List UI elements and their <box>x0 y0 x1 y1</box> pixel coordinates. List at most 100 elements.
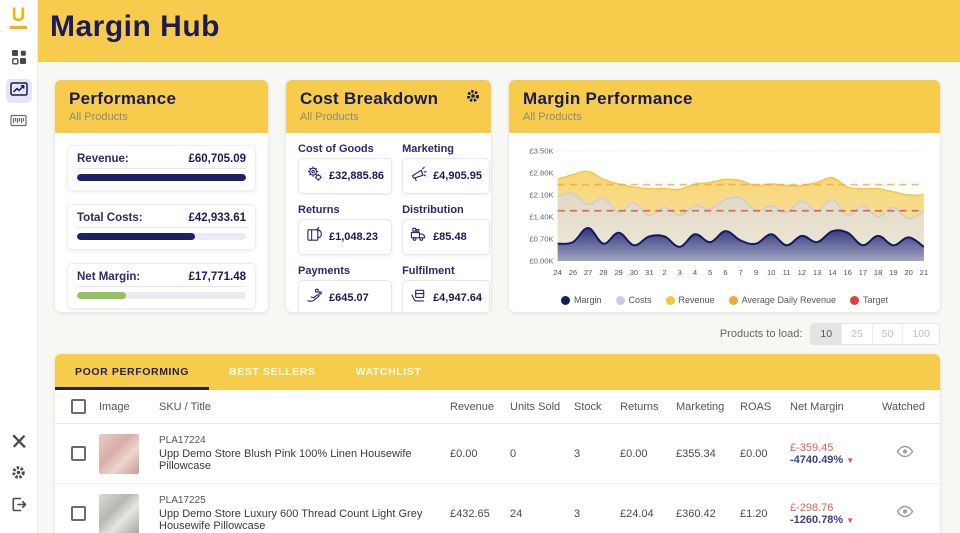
package-icon <box>410 287 427 309</box>
net-margin-percent[interactable]: -1260.78% ▼ <box>790 513 855 526</box>
column-header: Watched <box>882 400 926 413</box>
caret-down-icon: ▼ <box>846 455 855 465</box>
cell-stock: 3 <box>574 447 581 460</box>
cost-item: Cost of Goods £32,885.86 <box>298 143 393 194</box>
megaphone-icon <box>410 165 427 187</box>
svg-text:2: 2 <box>662 268 666 277</box>
svg-text:9: 9 <box>754 268 758 277</box>
product-tabs: POOR PERFORMING BEST SELLERS WATCHLIST <box>55 354 940 390</box>
product-image <box>99 433 139 474</box>
performance-card-subtitle: All Products <box>69 111 128 123</box>
legend-item: Average Daily Revenue <box>728 295 836 305</box>
cell-returns: £0.00 <box>620 447 648 460</box>
cell-units_sold: 0 <box>510 447 517 460</box>
margin-performance-card-header: Margin Performance All Products <box>509 80 940 133</box>
cost-item: Payments £645.07 <box>298 265 393 312</box>
cost-breakdown-card-header: Cost Breakdown All Products <box>286 80 491 133</box>
svg-text:6: 6 <box>723 268 727 277</box>
hand-coins-icon <box>306 287 323 309</box>
cost-item-label: Cost of Goods <box>298 143 374 155</box>
load-option-10[interactable]: 10 <box>811 324 843 344</box>
cost-item-label: Distribution <box>402 204 464 216</box>
row-checkbox[interactable] <box>71 446 86 461</box>
metric-progress-bar <box>77 292 246 299</box>
sidebar-item-logout[interactable] <box>6 495 32 519</box>
column-header: Units Sold <box>510 400 561 413</box>
table-row[interactable]: PLA17224 Upp Demo Store Blush Pink 100% … <box>55 424 940 484</box>
caret-down-icon: ▼ <box>846 515 855 525</box>
load-option-50[interactable]: 50 <box>872 324 904 344</box>
legend-item: Target <box>849 295 888 305</box>
cost-breakdown-card: Cost Breakdown All Products Cost of Good… <box>286 80 491 312</box>
performance-metrics: Revenue: £60,705.09 Total Costs: £42,933.61… <box>55 133 268 312</box>
column-header: Marketing <box>676 400 725 413</box>
svg-text:16: 16 <box>843 268 851 277</box>
performance-metric: Revenue: £60,705.09 <box>67 145 256 191</box>
table-header-row: Image SKU / Title Revenue Units Sold Stock Re… <box>55 390 940 424</box>
net-margin-value: £-298.76 <box>790 501 834 514</box>
tab-poor-performing[interactable]: POOR PERFORMING <box>55 354 210 390</box>
svg-text:£0.70K: £0.70K <box>529 235 553 244</box>
cost-item-value: £645.07 <box>329 292 369 304</box>
cell-revenue: £432.65 <box>450 507 490 520</box>
sidebar: U <box>0 0 38 533</box>
cost-item-value: £1,048.23 <box>329 231 378 243</box>
cogs-icon <box>306 165 323 187</box>
eye-icon[interactable] <box>896 445 914 462</box>
cost-item-label: Fulfilment <box>402 265 455 277</box>
column-header: Revenue <box>450 400 495 413</box>
cost-item: Fulfilment £4,947.64 <box>402 265 490 312</box>
select-all-checkbox[interactable] <box>71 399 86 414</box>
svg-text:18: 18 <box>874 268 882 277</box>
legend-color-dot <box>665 295 675 305</box>
column-header: Net Margin <box>790 400 844 413</box>
sidebar-item-settings[interactable] <box>6 463 32 487</box>
net-margin-value: £-359.45 <box>790 441 834 454</box>
product-title: Upp Demo Store Luxury 600 Thread Count L… <box>159 508 423 532</box>
svg-text:28: 28 <box>599 268 607 277</box>
row-checkbox[interactable] <box>71 506 86 521</box>
sidebar-item-products[interactable] <box>6 111 32 135</box>
cost-item-label: Returns <box>298 204 340 216</box>
svg-text:17: 17 <box>859 268 867 277</box>
product-sku: PLA17224 <box>159 435 206 446</box>
legend-label: Margin <box>574 295 602 305</box>
legend-label: Target <box>862 295 888 305</box>
sidebar-item-tools[interactable] <box>6 431 32 455</box>
svg-text:14: 14 <box>828 268 836 277</box>
cost-breakdown-items: Cost of Goods £32,885.86 Marketing £4,905.9… <box>286 133 491 312</box>
cost-item-label: Marketing <box>402 143 455 155</box>
page-title: Margin Hub <box>50 10 220 43</box>
performance-metric: Net Margin: £17,771.48 <box>67 263 256 309</box>
dashboard-icon <box>11 49 27 70</box>
column-header: SKU / Title <box>159 400 211 413</box>
barcode-icon <box>10 113 27 133</box>
legend-color-dot <box>561 295 571 305</box>
main-area: Margin Hub Performance All Products Reve… <box>38 0 960 533</box>
net-margin-percent[interactable]: -4740.49% ▼ <box>790 453 855 466</box>
cost-item-label: Payments <box>298 265 350 277</box>
sidebar-item-dashboard[interactable] <box>6 47 32 71</box>
column-header: Stock <box>574 400 602 413</box>
metric-value: £17,771.48 <box>188 271 246 283</box>
eye-icon[interactable] <box>896 505 914 522</box>
performance-metric: Total Costs: £42,933.61 <box>67 204 256 250</box>
tab-watchlist[interactable]: WATCHLIST <box>355 366 422 378</box>
load-option-25[interactable]: 25 <box>842 324 873 344</box>
gear-icon[interactable] <box>465 88 481 109</box>
metric-value: £42,933.61 <box>188 212 246 224</box>
metric-value: £60,705.09 <box>188 153 246 165</box>
load-option-100[interactable]: 100 <box>903 324 939 344</box>
settings-icon <box>10 464 27 486</box>
tab-best-sellers[interactable]: BEST SELLERS <box>229 366 316 378</box>
sidebar-item-margin-hub[interactable] <box>5 79 32 103</box>
table-row[interactable]: PLA17225 Upp Demo Store Luxury 600 Threa… <box>55 484 940 533</box>
svg-text:26: 26 <box>569 268 577 277</box>
chart-legend: Margin Costs Revenue Average Daily Revenue T… <box>519 295 930 305</box>
metric-label: Net Margin: <box>77 271 141 283</box>
cost-breakdown-card-subtitle: All Products <box>300 111 359 123</box>
legend-item: Revenue <box>665 295 715 305</box>
products-table-card: POOR PERFORMING BEST SELLERS WATCHLIST Ima… <box>55 354 940 533</box>
cell-marketing: £360.42 <box>676 507 716 520</box>
cell-units_sold: 24 <box>510 507 523 520</box>
